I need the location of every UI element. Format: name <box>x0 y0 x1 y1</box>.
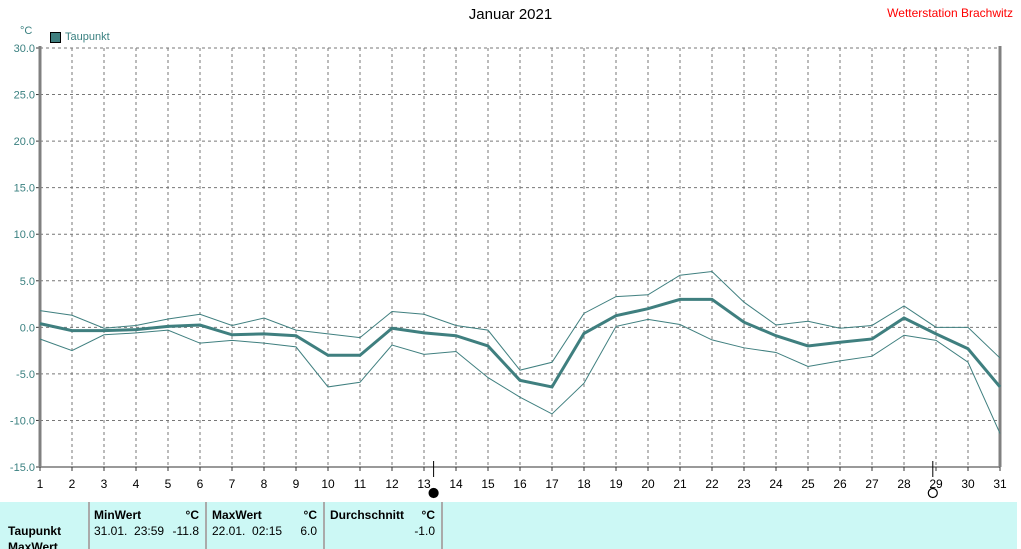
x-tick-label: 7 <box>229 477 236 491</box>
x-tick-label: 22 <box>705 477 719 491</box>
x-tick-label: 25 <box>801 477 815 491</box>
y-tick-label: -15.0 <box>10 462 35 474</box>
new-moon-icon <box>428 487 439 499</box>
y-tick-label: -5.0 <box>16 369 35 381</box>
x-tick-label: 12 <box>385 477 399 491</box>
x-tick-label: 29 <box>929 477 943 491</box>
x-tick-label: 26 <box>833 477 847 491</box>
max-value: 6.0 <box>300 524 317 538</box>
x-tick-label: 6 <box>197 477 204 491</box>
stats-max-column: MaxWert °C 22.01. 02:15 6.0 <box>207 502 325 549</box>
legend: Taupunkt <box>50 31 110 43</box>
x-tick-label: 10 <box>321 477 335 491</box>
stats-min-column: MinWert °C 31.01. 23:59 -11.8 <box>90 502 207 549</box>
x-tick-label: 28 <box>897 477 911 491</box>
full-moon-icon <box>927 487 938 499</box>
avg-header: Durchschnitt <box>330 508 405 522</box>
row-label-maxwert: MaxWert <box>8 540 58 549</box>
y-tick-label: 0.0 <box>20 322 35 334</box>
x-tick-label: 31 <box>993 477 1007 491</box>
y-tick-label: 15.0 <box>14 183 35 195</box>
x-tick-label: 8 <box>261 477 268 491</box>
x-tick-label: 21 <box>673 477 687 491</box>
x-tick-label: 19 <box>609 477 623 491</box>
avg-unit: °C <box>421 508 435 522</box>
x-tick-label: 24 <box>769 477 783 491</box>
y-tick-label: 20.0 <box>14 136 35 148</box>
chart-title: Januar 2021 <box>468 6 553 23</box>
avg-value: -1.0 <box>414 524 435 538</box>
min-datetime: 31.01. 23:59 <box>94 524 165 538</box>
max-unit: °C <box>303 508 317 522</box>
stats-label-column: Taupunkt MaxWert <box>0 502 90 549</box>
x-tick-label: 20 <box>641 477 655 491</box>
x-tick-label: 5 <box>165 477 172 491</box>
min-value: -11.8 <box>172 524 199 538</box>
y-tick-label: 25.0 <box>14 90 35 102</box>
y-tick-label: 30.0 <box>14 43 35 55</box>
x-tick-label: 18 <box>577 477 591 491</box>
x-tick-label: 11 <box>354 477 367 491</box>
x-tick-label: 17 <box>545 477 559 491</box>
x-tick-label: 14 <box>449 477 463 491</box>
x-tick-label: 15 <box>481 477 495 491</box>
x-tick-label: 13 <box>417 477 431 491</box>
dewpoint-chart: 30.0 25.0 20.0 15.0 10.0 5.0 0.0 -5.0 -10.0 -15.0… <box>10 43 1007 499</box>
x-tick-label: 30 <box>961 477 975 491</box>
y-axis-unit: °C <box>20 25 33 37</box>
x-tick-label: 3 <box>101 477 108 491</box>
x-tick-label: 27 <box>865 477 879 491</box>
min-unit: °C <box>185 508 199 522</box>
x-tick-label: 2 <box>69 477 76 491</box>
stats-panel: Taupunkt MaxWert MinWert °C 31.01. 23:59… <box>0 502 1017 549</box>
station-name: Wetterstation Brachwitz <box>887 6 1013 20</box>
x-tick-label: 16 <box>513 477 527 491</box>
x-tick-label: 1 <box>37 477 44 491</box>
y-tick-label: 5.0 <box>20 276 35 288</box>
x-tick-label: 4 <box>133 477 140 491</box>
legend-swatch <box>50 31 61 43</box>
max-header: MaxWert <box>212 508 262 522</box>
max-datetime: 22.01. 02:15 <box>212 524 283 538</box>
y-tick-label: 10.0 <box>14 229 35 241</box>
stats-avg-column: Durchschnitt °C -1.0 <box>325 502 443 549</box>
min-header: MinWert <box>94 508 142 522</box>
y-tick-label: -10.0 <box>10 415 35 427</box>
x-tick-label: 23 <box>737 477 751 491</box>
legend-label: Taupunkt <box>65 31 110 43</box>
row-label-taupunkt: Taupunkt <box>8 524 62 538</box>
x-tick-label: 9 <box>293 477 300 491</box>
